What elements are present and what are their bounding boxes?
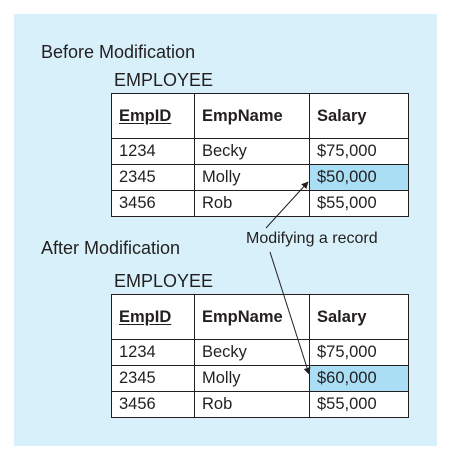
arrow-to-before-cell	[266, 182, 308, 228]
arrow-to-after-cell	[270, 252, 309, 374]
